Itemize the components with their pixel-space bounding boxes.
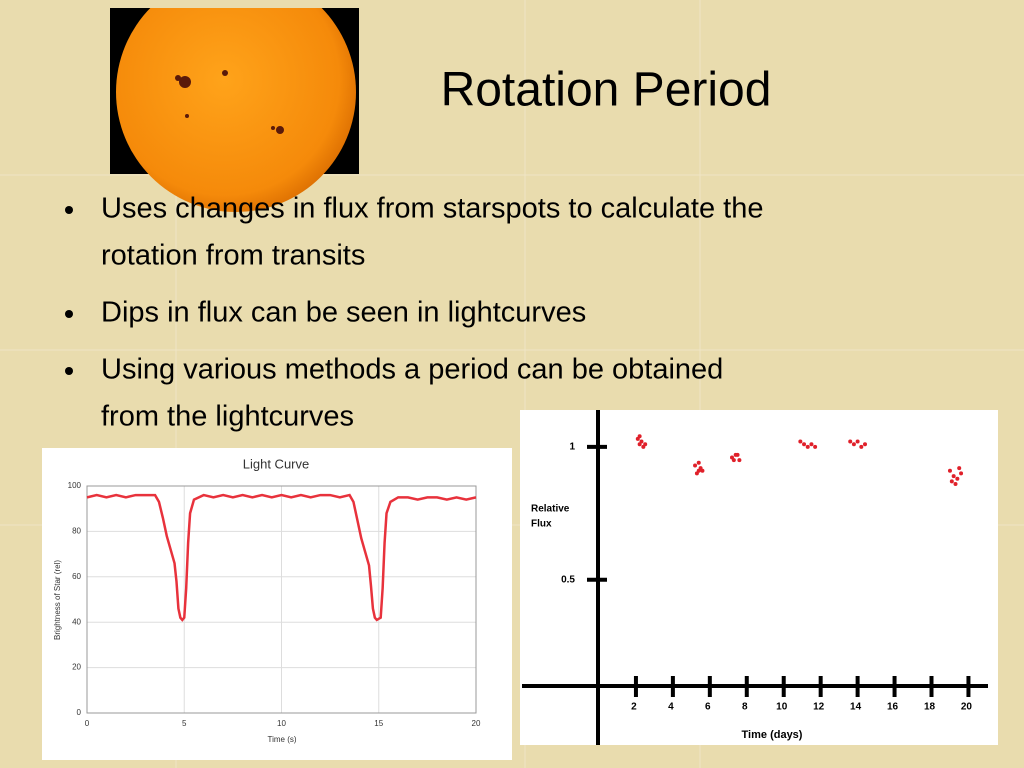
data-point bbox=[955, 476, 960, 481]
bullet-text: Dips in flux can be seen in lightcurves bbox=[101, 297, 586, 329]
bullet-text: from the lightcurves bbox=[101, 401, 354, 433]
bullet-text: Uses changes in flux from starspots to c… bbox=[101, 193, 763, 225]
data-point bbox=[694, 471, 699, 476]
x-tick-label: 20 bbox=[472, 719, 481, 728]
bullet-text: Using various methods a period can be ob… bbox=[101, 354, 723, 386]
y-tick-label: 0.5 bbox=[561, 574, 575, 585]
x-tick-label: 10 bbox=[776, 702, 788, 713]
bullet-dot bbox=[65, 310, 73, 318]
y-axis-label: Relative bbox=[531, 504, 570, 515]
data-point bbox=[731, 458, 736, 463]
light-curve-panel bbox=[42, 448, 512, 760]
x-tick-label: 12 bbox=[813, 702, 825, 713]
bullet-list: Uses changes in flux from starspots to c… bbox=[65, 193, 763, 433]
sunspots bbox=[175, 70, 284, 134]
data-point bbox=[953, 482, 958, 487]
bullet-dot bbox=[65, 367, 73, 375]
data-point bbox=[798, 439, 803, 444]
slide-title: Rotation Period bbox=[441, 64, 772, 117]
light-curve-chart: Light Curve 0 20 40 60 80 100 0 5 10 15 20 Time (s) B… bbox=[53, 456, 481, 744]
data-point bbox=[949, 479, 954, 484]
data-point bbox=[947, 468, 952, 473]
x-axis-label: Time (days) bbox=[742, 729, 803, 741]
plot-frame bbox=[86, 485, 477, 714]
x-axis-label: Time (s) bbox=[267, 735, 296, 744]
data-line bbox=[86, 493, 477, 622]
x-tick-label: 8 bbox=[742, 702, 748, 713]
data-point bbox=[848, 439, 853, 444]
data-point bbox=[643, 442, 648, 447]
chart-title: Light Curve bbox=[243, 456, 309, 471]
y-tick-label: 20 bbox=[72, 663, 81, 672]
sun bbox=[116, 0, 356, 212]
data-point bbox=[855, 439, 860, 444]
x-tick-label: 16 bbox=[887, 702, 899, 713]
data-point bbox=[851, 442, 856, 447]
y-tick-label: 0 bbox=[77, 708, 82, 717]
data-point bbox=[805, 444, 810, 449]
data-point bbox=[802, 442, 807, 447]
y-tick-label: 1 bbox=[569, 441, 575, 452]
data-point bbox=[737, 458, 742, 463]
bullet-text: rotation from transits bbox=[101, 240, 365, 272]
data-point bbox=[696, 460, 701, 465]
data-point bbox=[735, 452, 740, 457]
y-tick-label: 60 bbox=[72, 572, 81, 581]
y-tick-label: 100 bbox=[68, 481, 82, 490]
data-point bbox=[693, 463, 698, 468]
x-tick-label: 10 bbox=[277, 719, 286, 728]
x-tick-label: 15 bbox=[374, 719, 383, 728]
x-tick-label: 20 bbox=[961, 702, 973, 713]
data-point bbox=[959, 471, 964, 476]
photo-edge bbox=[110, 0, 359, 8]
data-point bbox=[639, 439, 644, 444]
x-tick-label: 6 bbox=[705, 702, 711, 713]
data-point bbox=[863, 442, 867, 447]
data-point bbox=[957, 466, 962, 471]
data-point bbox=[700, 468, 705, 473]
data-point bbox=[637, 434, 642, 439]
data-point bbox=[813, 444, 818, 449]
data-point bbox=[951, 474, 956, 479]
flux-panel bbox=[520, 410, 998, 745]
y-tick-label: 40 bbox=[72, 617, 81, 626]
y-axis-label: Brightness of Star (rel) bbox=[53, 560, 62, 640]
bullet-dot bbox=[65, 206, 73, 214]
x-tick-label: 5 bbox=[182, 719, 187, 728]
data-point bbox=[809, 442, 814, 447]
x-tick-label: 14 bbox=[850, 702, 862, 713]
x-tick-label: 18 bbox=[924, 702, 936, 713]
y-tick-label: 80 bbox=[72, 527, 81, 536]
y-axis-label: Flux bbox=[531, 519, 552, 530]
x-tick-label: 4 bbox=[668, 702, 674, 713]
data-point bbox=[859, 444, 864, 449]
x-tick-label: 2 bbox=[631, 702, 637, 713]
x-tick-label: 0 bbox=[85, 719, 90, 728]
